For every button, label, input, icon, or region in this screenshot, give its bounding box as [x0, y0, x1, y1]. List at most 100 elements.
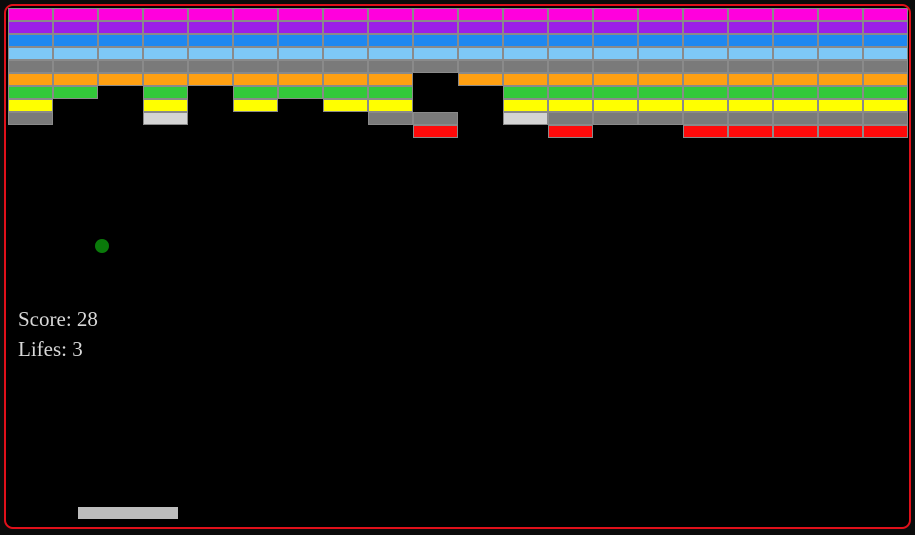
brick: [593, 21, 638, 34]
brick: [638, 60, 683, 73]
brick: [368, 99, 413, 112]
brick: [638, 47, 683, 60]
brick: [278, 8, 323, 21]
brick: [8, 112, 53, 125]
brick: [503, 73, 548, 86]
brick: [278, 21, 323, 34]
brick: [863, 125, 908, 138]
brick: [773, 125, 818, 138]
brick: [233, 34, 278, 47]
brick: [53, 47, 98, 60]
brick: [8, 47, 53, 60]
brick: [728, 112, 773, 125]
brick: [278, 34, 323, 47]
brick: [773, 8, 818, 21]
brick: [413, 112, 458, 125]
brick: [143, 47, 188, 60]
brick: [728, 8, 773, 21]
brick: [818, 34, 863, 47]
brick: [503, 21, 548, 34]
brick: [503, 8, 548, 21]
brick: [728, 34, 773, 47]
brick: [323, 73, 368, 86]
brick: [818, 8, 863, 21]
brick: [593, 47, 638, 60]
brick: [8, 99, 53, 112]
brick: [548, 112, 593, 125]
brick: [683, 21, 728, 34]
brick: [8, 34, 53, 47]
brick: [278, 73, 323, 86]
brick: [503, 99, 548, 112]
brick: [188, 60, 233, 73]
brick: [548, 125, 593, 138]
brick: [503, 112, 548, 125]
brick: [818, 125, 863, 138]
brick: [368, 34, 413, 47]
game-board[interactable]: Score: 28 Lifes: 3: [4, 4, 911, 529]
brick: [233, 60, 278, 73]
brick: [143, 73, 188, 86]
brick: [818, 21, 863, 34]
brick: [143, 8, 188, 21]
brick: [863, 112, 908, 125]
brick: [233, 8, 278, 21]
brick: [413, 8, 458, 21]
brick: [593, 60, 638, 73]
brick: [638, 21, 683, 34]
paddle[interactable]: [78, 507, 178, 519]
brick: [683, 47, 728, 60]
brick: [863, 99, 908, 112]
brick: [638, 99, 683, 112]
brick: [863, 60, 908, 73]
brick: [368, 8, 413, 21]
brick: [773, 47, 818, 60]
brick: [683, 60, 728, 73]
brick: [323, 86, 368, 99]
brick: [188, 21, 233, 34]
brick: [638, 73, 683, 86]
brick: [818, 86, 863, 99]
brick: [98, 47, 143, 60]
brick: [98, 60, 143, 73]
brick: [728, 47, 773, 60]
brick: [458, 60, 503, 73]
brick: [233, 73, 278, 86]
brick: [233, 99, 278, 112]
brick: [773, 60, 818, 73]
brick: [728, 125, 773, 138]
brick: [143, 112, 188, 125]
brick: [278, 86, 323, 99]
brick: [413, 125, 458, 138]
brick: [278, 47, 323, 60]
brick: [233, 21, 278, 34]
brick: [683, 125, 728, 138]
brick: [638, 34, 683, 47]
brick: [548, 34, 593, 47]
brick: [503, 86, 548, 99]
brick: [593, 8, 638, 21]
brick: [863, 73, 908, 86]
brick: [8, 60, 53, 73]
brick: [863, 86, 908, 99]
brick: [638, 112, 683, 125]
brick: [188, 8, 233, 21]
brick: [143, 60, 188, 73]
brick: [548, 73, 593, 86]
brick: [458, 34, 503, 47]
brick: [53, 60, 98, 73]
brick: [53, 86, 98, 99]
brick: [368, 21, 413, 34]
brick: [818, 112, 863, 125]
brick: [683, 86, 728, 99]
brick: [368, 86, 413, 99]
brick: [368, 112, 413, 125]
brick: [728, 21, 773, 34]
brick: [863, 34, 908, 47]
brick: [728, 86, 773, 99]
brick: [503, 47, 548, 60]
brick: [728, 73, 773, 86]
brick: [683, 73, 728, 86]
brick: [278, 60, 323, 73]
brick: [188, 34, 233, 47]
